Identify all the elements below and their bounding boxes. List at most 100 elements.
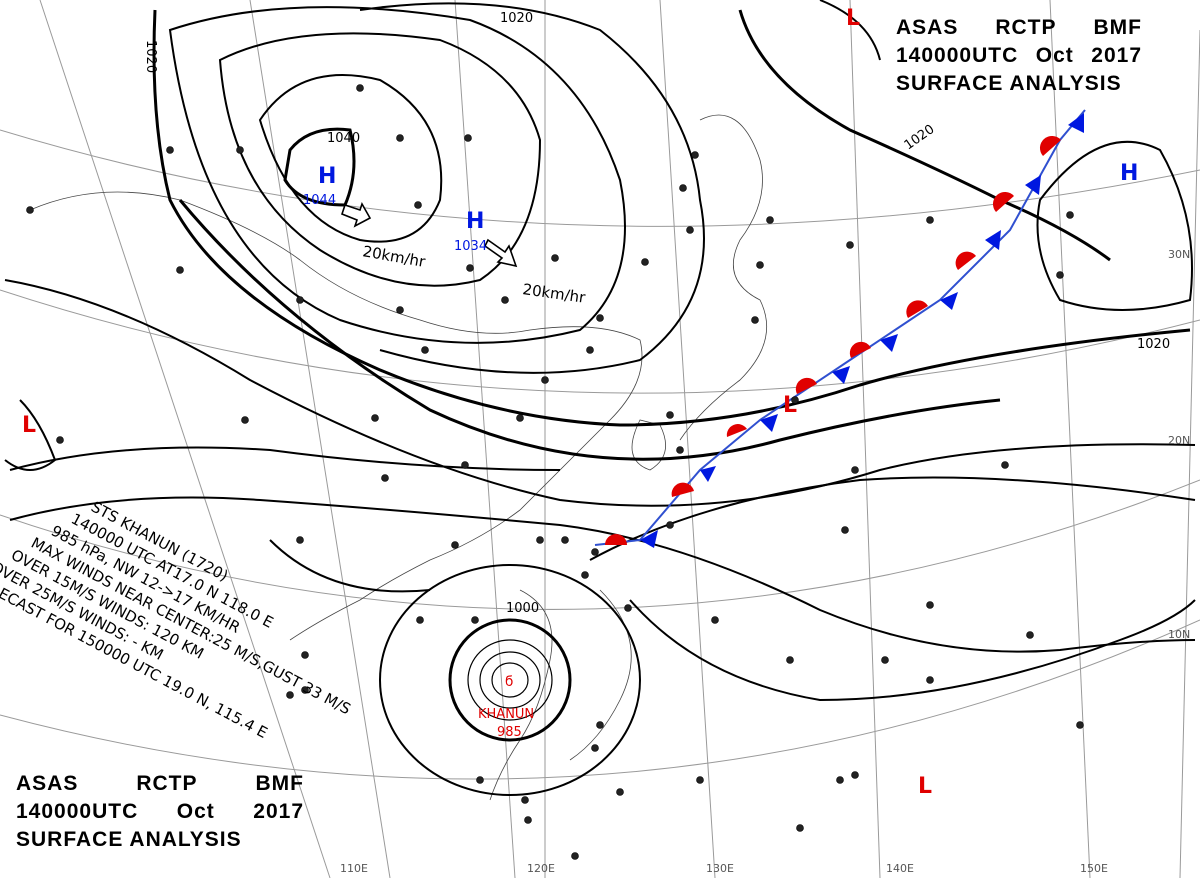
station-marker bbox=[836, 776, 844, 784]
station-marker bbox=[516, 414, 524, 422]
station-marker bbox=[416, 616, 424, 624]
high-center-value: 1044 bbox=[303, 193, 336, 208]
high-center-symbol: H bbox=[466, 209, 484, 234]
isobar-label: 1020 bbox=[902, 122, 938, 153]
isobar-1020-b bbox=[738, 9, 1111, 262]
station-marker bbox=[596, 721, 604, 729]
typhoon-icon: ϭ bbox=[505, 674, 514, 690]
warm-front-scallop bbox=[955, 251, 976, 270]
station-marker bbox=[851, 466, 859, 474]
header-text: 140000UTC bbox=[16, 800, 139, 823]
isobar-label: 1040 bbox=[327, 131, 360, 146]
motion-arrows bbox=[341, 202, 518, 268]
cold-front-barb bbox=[700, 466, 716, 482]
typhoon-pressure: 985 bbox=[497, 725, 522, 740]
isobar-label: 1020 bbox=[143, 40, 158, 73]
station-marker bbox=[241, 416, 249, 424]
header-text: ASAS bbox=[896, 16, 959, 39]
header-text: Oct bbox=[1035, 44, 1074, 67]
station-marker bbox=[551, 254, 559, 262]
station-marker bbox=[541, 376, 549, 384]
station-marker bbox=[571, 852, 579, 860]
station-marker bbox=[396, 306, 404, 314]
station-marker bbox=[624, 604, 632, 612]
header-text: 140000UTC bbox=[896, 44, 1019, 67]
lat-label: 10N bbox=[1168, 628, 1190, 641]
station-marker bbox=[381, 474, 389, 482]
lon-label: 120E bbox=[527, 862, 555, 875]
header-top: ASAS RCTP BMF 140000UTC Oct 2017 SURFACE ANA… bbox=[896, 14, 1142, 98]
header-text: ASAS bbox=[16, 772, 79, 795]
station-marker bbox=[476, 776, 484, 784]
station-marker bbox=[881, 656, 889, 664]
station-marker bbox=[176, 266, 184, 274]
motion-speed: 20km/hr bbox=[361, 242, 427, 271]
station-marker bbox=[561, 536, 569, 544]
isobar-labels: 1020 1020 1020 1040 1020 1000 bbox=[143, 11, 1170, 616]
typhoon-isobars bbox=[379, 564, 641, 796]
station-marker bbox=[236, 146, 244, 154]
station-marker bbox=[691, 151, 699, 159]
station-marker bbox=[1056, 271, 1064, 279]
header-text: 2017 bbox=[1091, 44, 1142, 67]
station-marker bbox=[1066, 211, 1074, 219]
header-text: RCTP bbox=[136, 772, 198, 795]
station-marker bbox=[591, 548, 599, 556]
warm-front-scallop bbox=[906, 300, 928, 318]
lat-label: 20N bbox=[1168, 434, 1190, 447]
cold-front-barb bbox=[832, 366, 850, 384]
low-center-symbol: L bbox=[22, 413, 36, 438]
station-marker bbox=[521, 796, 529, 804]
station-marker bbox=[371, 414, 379, 422]
station-marker bbox=[471, 616, 479, 624]
low-center-symbol: L bbox=[918, 774, 932, 799]
header-text: BMF bbox=[255, 772, 304, 795]
station-marker bbox=[524, 816, 532, 824]
isobar-1020-a bbox=[152, 9, 1191, 427]
station-marker bbox=[591, 744, 599, 752]
station-marker bbox=[596, 314, 604, 322]
station-plots bbox=[26, 84, 1084, 860]
isobars-major bbox=[152, 9, 1191, 461]
station-marker bbox=[301, 651, 309, 659]
station-marker bbox=[666, 521, 674, 529]
station-marker bbox=[679, 184, 687, 192]
high-center-symbol: H bbox=[318, 164, 336, 189]
station-marker bbox=[414, 201, 422, 209]
lon-label: 110E bbox=[340, 862, 368, 875]
cold-front-barb bbox=[880, 334, 898, 352]
cold-front-barb bbox=[985, 230, 1001, 250]
low-center-symbol: L bbox=[846, 6, 860, 31]
high-center-symbol: H bbox=[1120, 161, 1138, 186]
cold-front-barb bbox=[640, 530, 658, 548]
station-marker bbox=[926, 216, 934, 224]
header-text: RCTP bbox=[995, 16, 1057, 39]
station-marker bbox=[926, 676, 934, 684]
high-center-value: 1034 bbox=[454, 239, 487, 254]
station-marker bbox=[926, 601, 934, 609]
station-marker bbox=[686, 226, 694, 234]
station-marker bbox=[396, 134, 404, 142]
station-marker bbox=[421, 346, 429, 354]
isobar-1040 bbox=[283, 127, 356, 207]
station-marker bbox=[846, 241, 854, 249]
station-marker bbox=[466, 264, 474, 272]
warm-front-scallop bbox=[671, 482, 694, 497]
station-marker bbox=[356, 84, 364, 92]
station-marker bbox=[451, 541, 459, 549]
station-marker bbox=[296, 536, 304, 544]
station-marker bbox=[851, 771, 859, 779]
cold-front-barb bbox=[940, 292, 958, 310]
station-marker bbox=[1026, 631, 1034, 639]
isobar-label: 1000 bbox=[506, 601, 539, 616]
lon-label: 130E bbox=[706, 862, 734, 875]
isobar-label: 1020 bbox=[500, 11, 533, 26]
warm-front-scallop bbox=[1039, 135, 1061, 156]
warm-front-scallop bbox=[795, 377, 817, 394]
header-text: BMF bbox=[1093, 16, 1142, 39]
station-marker bbox=[586, 346, 594, 354]
warm-front-scallop bbox=[849, 341, 871, 358]
station-marker bbox=[841, 526, 849, 534]
lon-label: 150E bbox=[1080, 862, 1108, 875]
